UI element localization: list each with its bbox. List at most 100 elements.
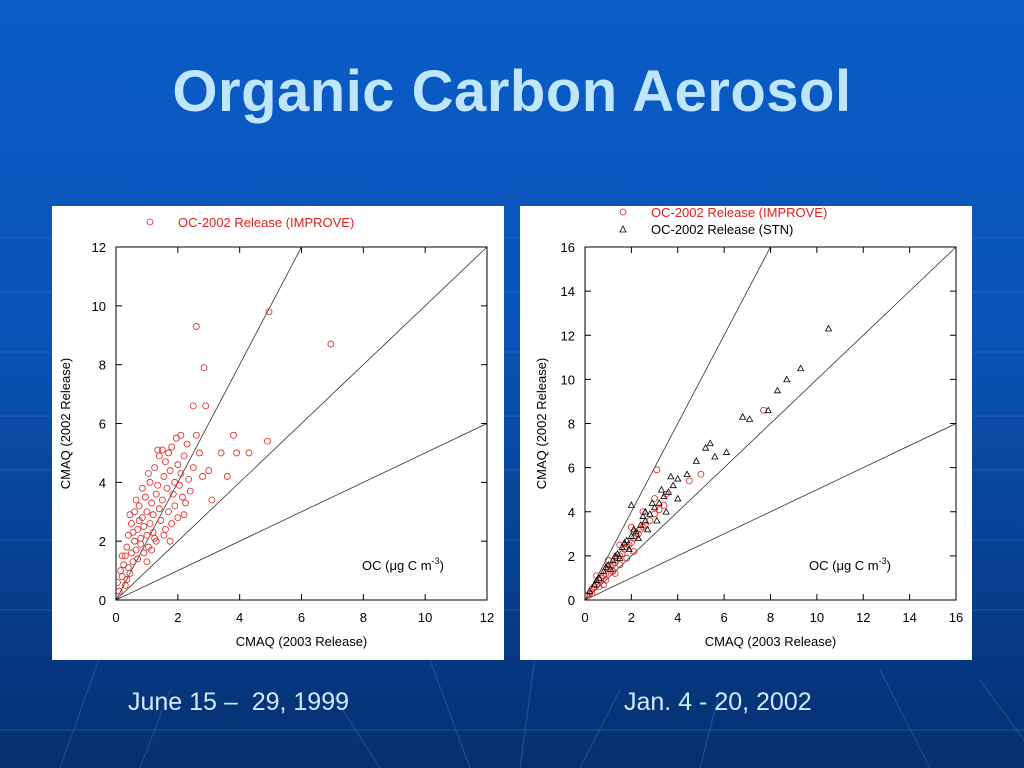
data-point-triangle [639, 512, 647, 519]
right-chart-panel: 0 2 4 6 8 10 12 14 16 0 2 4 6 8 10 12 14 16 CMAQ (2003 Rel… [520, 206, 972, 660]
data-point-circle [163, 484, 171, 492]
data-point-triangle [657, 485, 666, 493]
data-point-circle [180, 452, 188, 460]
data-point-circle [611, 570, 619, 577]
y-tick-label: 14 [561, 284, 575, 299]
data-point-circle [162, 458, 169, 466]
data-point-circle [128, 520, 135, 527]
data-point-circle [129, 528, 137, 536]
data-point-triangle [620, 538, 629, 546]
x-tick-label: 6 [298, 610, 305, 625]
data-point-circle [186, 487, 194, 495]
data-point-circle [245, 449, 253, 457]
data-point-circle [141, 493, 149, 501]
data-point-circle [126, 511, 134, 519]
data-point-circle [116, 587, 123, 595]
y-tick-label: 4 [99, 475, 106, 490]
data-point-circle [230, 431, 237, 439]
y-tick-label: 6 [99, 417, 106, 432]
x-tick-label: 8 [360, 610, 367, 625]
data-point-triangle [590, 580, 598, 588]
data-point-triangle [592, 576, 601, 583]
data-point-triangle [648, 499, 656, 506]
data-point-circle [175, 481, 183, 489]
data-point-triangle [738, 413, 747, 420]
data-point-circle [137, 540, 145, 548]
y-tick-label: 16 [561, 240, 575, 255]
x-tick-label: 0 [112, 610, 119, 625]
data-point-triangle [609, 556, 617, 564]
legend-marker-circle [619, 208, 627, 216]
data-point-triangle [634, 534, 643, 542]
data-point-circle [639, 508, 647, 516]
x-tick-label: 2 [628, 610, 635, 625]
data-point-circle [124, 564, 132, 572]
data-point-circle [177, 470, 185, 477]
data-point-circle [233, 449, 240, 457]
data-point-circle [165, 508, 172, 516]
data-point-circle [189, 464, 197, 472]
data-point-circle [602, 576, 610, 584]
data-point-circle [637, 525, 645, 533]
data-point-circle [174, 461, 182, 469]
x-axis-label: CMAQ (2003 Release) [705, 634, 837, 649]
data-point-circle [149, 511, 157, 519]
x-tick-label: 16 [949, 610, 963, 625]
y-axis-label: CMAQ (2002 Release) [534, 358, 549, 490]
left-chart-panel: 0 2 4 6 8 10 12 0 2 4 6 8 10 12 CMAQ (2003 Release) CMA… [52, 206, 504, 660]
y-axis-label: CMAQ (2002 Release) [58, 358, 73, 490]
data-point-circle [121, 552, 129, 560]
data-point-circle [160, 473, 168, 480]
legend-entry: OC-2002 Release (IMPROVE) [651, 206, 827, 220]
data-point-triangle [824, 324, 833, 332]
data-point-triangle [692, 457, 700, 464]
data-point-circle [143, 558, 151, 566]
data-point-circle [192, 323, 200, 330]
data-point-triangle [604, 560, 612, 568]
data-point-circle [154, 446, 162, 454]
data-point-circle [208, 496, 216, 504]
data-point-circle [132, 496, 140, 504]
data-point-circle [137, 534, 145, 542]
data-point-circle [166, 467, 174, 474]
data-point-circle [160, 531, 168, 539]
data-point-triangle [627, 501, 636, 508]
x-tick-label: 12 [856, 610, 870, 625]
data-point-circle [165, 449, 172, 457]
y-tick-label: 6 [568, 461, 575, 476]
data-point-circle [264, 437, 271, 445]
data-point-triangle [585, 587, 594, 594]
data-point-circle [185, 475, 193, 483]
data-point-circle [148, 499, 155, 507]
data-point-circle [116, 578, 121, 586]
data-point-circle [169, 490, 177, 498]
reference-lines [585, 247, 956, 600]
data-point-circle [653, 466, 661, 474]
x-axis-label: CMAQ (2003 Release) [236, 634, 368, 649]
data-point-circle [154, 481, 162, 489]
reference-line [585, 247, 956, 600]
data-point-triangle [660, 492, 668, 500]
x-tick-label: 4 [674, 610, 681, 625]
data-point-circle [600, 572, 607, 580]
data-point-circle [155, 505, 163, 513]
data-point-circle [134, 555, 142, 563]
data-point-triangle [655, 499, 663, 506]
y-tick-label: 8 [568, 417, 575, 432]
data-point-circle [651, 495, 658, 502]
data-point-triangle [599, 567, 608, 575]
data-point-circle [166, 537, 174, 545]
data-point-triangle [650, 503, 659, 511]
data-point-circle [202, 402, 210, 410]
x-tick-label: 14 [902, 610, 916, 625]
data-point-triangle [632, 527, 640, 535]
data-point-circle [616, 561, 624, 569]
data-point-circle [123, 543, 131, 551]
data-point-triangle [616, 554, 624, 561]
data-point-triangle [611, 552, 619, 559]
data-point-triangle [618, 543, 626, 550]
data-point-circle [158, 446, 166, 454]
data-point-circle [205, 467, 213, 474]
data-point-circle [135, 517, 143, 524]
data-point-triangle [669, 481, 677, 489]
